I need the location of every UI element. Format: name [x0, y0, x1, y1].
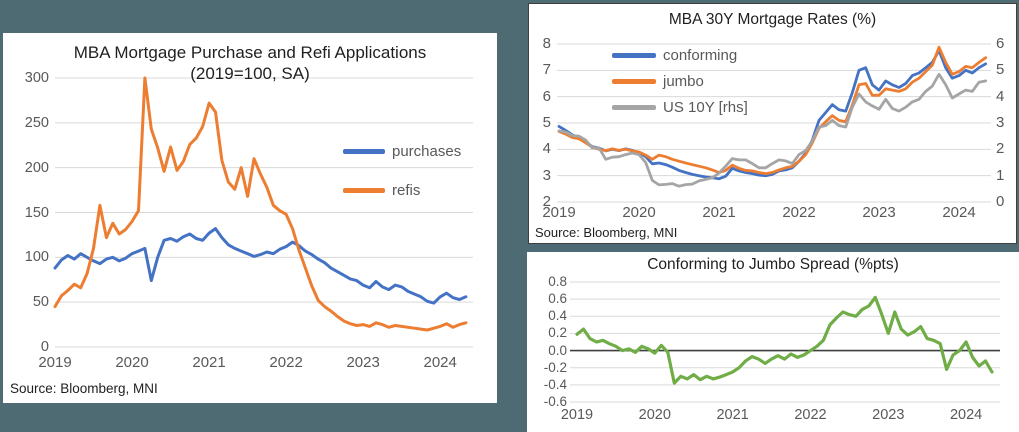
- applications-y-tick-label: 200: [24, 159, 49, 176]
- rates-series-us-10y-rhs-: [557, 72, 988, 188]
- spread-x-tick-label: 2024: [949, 407, 983, 423]
- applications-x-tick-label: 2020: [115, 354, 149, 371]
- applications-x-tick-label: 2021: [192, 354, 226, 371]
- spread-y-tick-label: 0.0: [548, 342, 567, 358]
- applications-series-refis: [53, 76, 468, 332]
- spread-x-tick-label: 2020: [638, 407, 671, 423]
- jumbo-legend-label: jumbo: [663, 73, 704, 90]
- conforming-legend-label: conforming: [663, 47, 738, 64]
- legend-item-refis: refis: [343, 182, 461, 199]
- rates-x-tick-label: 2023: [862, 204, 896, 221]
- spread-y-tick-label: 0.8: [548, 274, 567, 289]
- refis-line-swatch-icon: [343, 188, 385, 193]
- spread-series-spread: [575, 295, 994, 385]
- rates-x-tick-label: 2024: [942, 204, 976, 221]
- applications-x-tick-label: 2019: [38, 354, 72, 371]
- applications-legend: purchases refis: [343, 143, 461, 221]
- rates-series-jumbo: [557, 45, 988, 176]
- applications-y-tick-label: 100: [24, 249, 49, 266]
- applications-series-purchases: [53, 227, 468, 305]
- rates-chart-panel: MBA 30Y Mortgage Rates (%) conforming ju…: [528, 3, 1017, 244]
- refis-legend-label: refis: [392, 182, 421, 199]
- rates-right-y-tick-label: 3: [996, 114, 1005, 131]
- legend-item-us10y: US 10Y [rhs]: [612, 99, 748, 116]
- applications-y-tick-label: 300: [24, 70, 49, 86]
- rates-right-y-tick-label: 4: [996, 87, 1005, 105]
- rates-right-y-tick-label: 2: [996, 140, 1005, 158]
- applications-x-tick-label: 2023: [346, 354, 380, 371]
- rates-y-tick-label: 3: [542, 166, 551, 184]
- rates-right-y-tick-label: 0: [996, 193, 1005, 210]
- rates-y-tick-label: 6: [542, 87, 551, 105]
- rates-plot: [557, 43, 991, 203]
- us10y-legend-label: US 10Y [rhs]: [663, 99, 748, 116]
- rates-right-y-tick-label: 6: [996, 35, 1005, 52]
- rates-x-tick-label: 2021: [702, 204, 736, 221]
- applications-plot: [53, 76, 473, 348]
- spread-y-tick-label: -0.2: [543, 359, 567, 375]
- purchases-legend-label: purchases: [392, 143, 462, 160]
- rates-x-tick-label: 2020: [622, 204, 656, 221]
- applications-y-tick-label: 150: [24, 204, 49, 221]
- applications-chart-panel: MBA Mortgage Purchase and Refi Applicati…: [3, 33, 497, 403]
- conforming-line-swatch-icon: [612, 53, 656, 58]
- rates-y-tick-label: 4: [542, 140, 551, 158]
- jumbo-line-swatch-icon: [612, 79, 656, 84]
- rates-legend: conforming jumbo US 10Y [rhs]: [612, 47, 748, 125]
- rates-right-y-tick-label: 5: [996, 61, 1005, 79]
- rates-y-tick-label: 2: [542, 193, 551, 210]
- legend-item-jumbo: jumbo: [612, 73, 748, 90]
- spread-plot: [570, 281, 1000, 403]
- rates-x-tick-label: 2019: [542, 204, 576, 221]
- us10y-line-swatch-icon: [612, 105, 656, 110]
- legend-item-purchases: purchases: [343, 143, 461, 160]
- applications-x-tick-label: 2022: [269, 354, 303, 371]
- spread-y-tick-label: 0.4: [548, 308, 567, 324]
- legend-item-conforming: conforming: [612, 47, 748, 64]
- rates-x-tick-label: 2022: [782, 204, 816, 221]
- spread-y-tick-label: 0.6: [548, 291, 567, 307]
- rates-source-note: Source: Bloomberg, MNI: [535, 225, 678, 240]
- spread-x-tick-label: 2019: [560, 407, 594, 423]
- rates-right-y-tick-label: 1: [996, 166, 1005, 184]
- spread-x-tick-label: 2022: [794, 407, 827, 423]
- rates-y-tick-label: 5: [542, 114, 551, 131]
- spread-y-tick-label: -0.6: [543, 394, 567, 409]
- rates-y-tick-label: 8: [542, 35, 551, 52]
- applications-y-tick-label: 250: [24, 114, 49, 131]
- rates-y-tick-label: 7: [542, 61, 551, 79]
- applications-y-tick-label: 50: [32, 294, 49, 311]
- applications-y-tick-label: 0: [40, 339, 49, 355]
- spread-x-tick-label: 2021: [716, 407, 749, 423]
- spread-chart-panel: Conforming to Jumbo Spread (%pts) -0.6 -0…: [527, 252, 1019, 432]
- spread-y-tick-label: 0.2: [548, 325, 567, 341]
- applications-x-tick-label: 2024: [423, 354, 457, 371]
- spread-x-tick-label: 2023: [872, 407, 905, 423]
- applications-source-note: Source: Bloomberg, MNI: [10, 381, 158, 396]
- spread-y-tick-label: -0.4: [543, 376, 567, 392]
- purchases-line-swatch-icon: [343, 149, 385, 154]
